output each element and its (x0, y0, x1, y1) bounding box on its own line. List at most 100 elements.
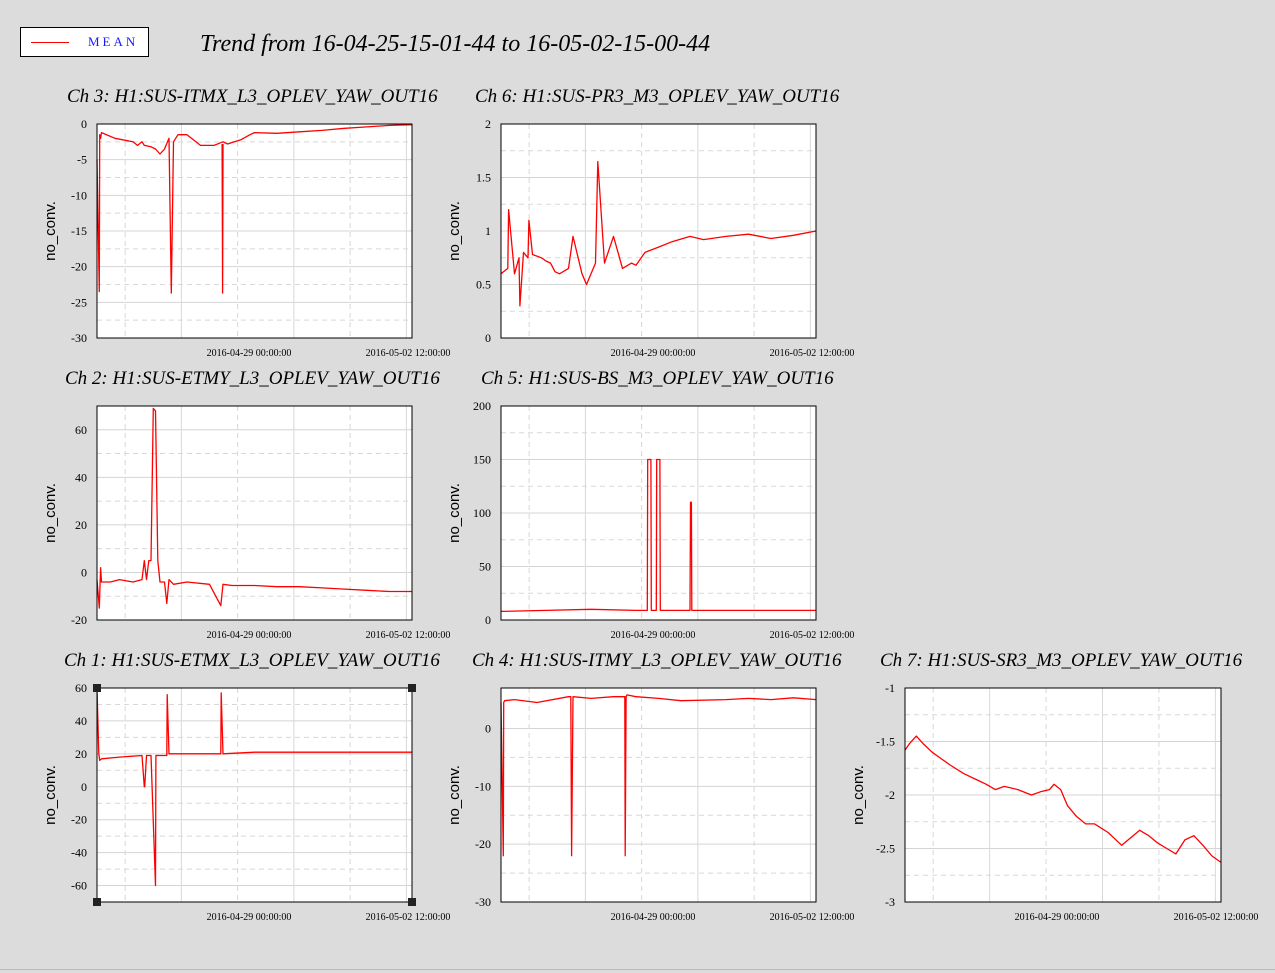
y-tick-label: -5 (77, 153, 87, 167)
y-tick-label: 20 (75, 518, 87, 532)
y-tick-label: -2.5 (876, 842, 895, 856)
series-line-1 (500, 694, 817, 857)
y-tick-label: -1.5 (876, 735, 895, 749)
y-tick-label: -20 (71, 813, 87, 827)
plot-area (501, 688, 816, 902)
plot-frame (904, 687, 1222, 903)
x-tick-label: 2016-05-02 12:00:00 (770, 348, 855, 359)
x-tick-label: 2016-04-29 00:00:00 (611, 912, 696, 923)
y-tick-label: 20 (75, 747, 87, 761)
selection-handle (408, 898, 416, 906)
y-tick-label: 2 (485, 117, 491, 131)
series-line-1 (96, 687, 412, 887)
x-tick-label: 2016-05-02 12:00:00 (1174, 912, 1259, 923)
plot-frame (96, 123, 413, 339)
chart-title: Ch 4: H1:SUS-ITMY_L3_OPLEV_YAW_OUT16 (472, 650, 842, 671)
y-axis-label: no_conv. (42, 765, 59, 825)
x-tick-label: 2016-05-02 12:00:00 (770, 630, 855, 641)
legend-line-swatch (31, 42, 69, 43)
chart-title: Ch 3: H1:SUS-ITMX_L3_OPLEV_YAW_OUT16 (67, 86, 438, 107)
series-line-1 (500, 458, 816, 613)
chart-panel-2: Ch 6: H1:SUS-PR3_M3_OPLEV_YAW_OUT16 2 1.5 1… (446, 86, 854, 359)
y-tick-label: 150 (473, 453, 491, 467)
y-tick-label: 100 (473, 506, 491, 520)
y-tick-label: -10 (71, 188, 87, 202)
y-axis-label: no_conv. (42, 201, 59, 261)
y-tick-label: -40 (71, 846, 87, 860)
y-axis-label: no_conv. (446, 201, 463, 261)
chart-panel-4: Ch 5: H1:SUS-BS_M3_OPLEV_YAW_OUT16 200 150… (446, 368, 854, 641)
y-tick-label: -3 (885, 895, 895, 909)
y-tick-label: 0 (485, 331, 491, 345)
plot-frame (500, 687, 817, 903)
plot-frame (500, 123, 817, 339)
selection-handle (408, 684, 416, 692)
chart-panel-1: Ch 3: H1:SUS-ITMX_L3_OPLEV_YAW_OUT16 0 -5 -… (42, 86, 450, 359)
x-tick-label: 2016-05-02 12:00:00 (770, 912, 855, 923)
y-tick-label: 60 (75, 681, 87, 695)
x-tick-label: 2016-04-29 00:00:00 (611, 348, 696, 359)
y-tick-label: 50 (479, 560, 491, 574)
series-line-1 (96, 124, 413, 294)
chart-title: Ch 1: H1:SUS-ETMX_L3_OPLEV_YAW_OUT16 (64, 650, 440, 671)
series-line-1 (96, 407, 412, 609)
series-line-1 (904, 735, 1222, 863)
y-axis-label: no_conv. (446, 483, 463, 543)
y-tick-label: 0 (485, 613, 491, 627)
y-tick-label: -20 (475, 837, 491, 851)
chart-panel-3: Ch 2: H1:SUS-ETMY_L3_OPLEV_YAW_OUT16 60 40… (42, 368, 450, 641)
chart-title: Ch 5: H1:SUS-BS_M3_OPLEV_YAW_OUT16 (481, 368, 834, 389)
y-tick-label: 60 (75, 423, 87, 437)
y-axis-label: no_conv. (850, 765, 867, 825)
x-tick-label: 2016-04-29 00:00:00 (207, 630, 292, 641)
y-axis-label: no_conv. (42, 483, 59, 543)
y-tick-label: -20 (71, 260, 87, 274)
chart-panel-5: Ch 1: H1:SUS-ETMX_L3_OPLEV_YAW_OUT16 60 40… (42, 650, 450, 923)
y-tick-label: 1 (485, 224, 491, 238)
y-tick-label: -2 (885, 788, 895, 802)
legend-label: MEAN (88, 34, 139, 49)
x-tick-label: 2016-05-02 12:00:00 (366, 912, 451, 923)
selection-handle (93, 898, 101, 906)
y-tick-label: -30 (475, 895, 491, 909)
y-tick-label: 200 (473, 399, 491, 413)
x-tick-label: 2016-05-02 12:00:00 (366, 630, 451, 641)
y-tick-label: 1.5 (476, 171, 491, 185)
y-tick-label: -20 (71, 613, 87, 627)
x-tick-label: 2016-04-29 00:00:00 (1015, 912, 1100, 923)
x-tick-label: 2016-04-29 00:00:00 (207, 348, 292, 359)
trend-title: Trend from 16-04-25-15-01-44 to 16-05-02… (200, 31, 711, 57)
chart-title: Ch 6: H1:SUS-PR3_M3_OPLEV_YAW_OUT16 (475, 86, 840, 107)
chart-panel-6: Ch 4: H1:SUS-ITMY_L3_OPLEV_YAW_OUT16 0 -10… (446, 650, 854, 923)
y-tick-label: -10 (475, 779, 491, 793)
plot-frame (96, 687, 413, 903)
plot-area (97, 406, 412, 620)
x-tick-label: 2016-05-02 12:00:00 (366, 348, 451, 359)
y-tick-label: 0 (485, 721, 491, 735)
chart-panel-7: Ch 7: H1:SUS-SR3_M3_OPLEV_YAW_OUT16 -1 -1.… (850, 650, 1258, 923)
plot-area (97, 688, 412, 902)
chart-title: Ch 2: H1:SUS-ETMY_L3_OPLEV_YAW_OUT16 (65, 368, 440, 389)
y-tick-label: 40 (75, 470, 87, 484)
x-tick-label: 2016-04-29 00:00:00 (207, 912, 292, 923)
y-tick-label: -15 (71, 224, 87, 238)
y-tick-label: -1 (885, 681, 895, 695)
chart-title: Ch 7: H1:SUS-SR3_M3_OPLEV_YAW_OUT16 (880, 650, 1243, 671)
series-line-1 (500, 160, 817, 307)
y-tick-label: -25 (71, 295, 87, 309)
legend: MEAN (20, 27, 149, 57)
y-tick-label: 0 (81, 117, 87, 131)
y-tick-label: 0 (81, 780, 87, 794)
y-tick-label: -60 (71, 879, 87, 893)
y-axis-label: no_conv. (446, 765, 463, 825)
y-tick-label: 0.5 (476, 278, 491, 292)
selection-handle (93, 684, 101, 692)
window-bottom-border (0, 969, 1275, 970)
series-line-2 (221, 143, 224, 294)
plot-frame (96, 405, 413, 621)
x-tick-label: 2016-04-29 00:00:00 (611, 630, 696, 641)
y-tick-label: -30 (71, 331, 87, 345)
y-tick-label: 40 (75, 714, 87, 728)
y-tick-label: 0 (81, 565, 87, 579)
